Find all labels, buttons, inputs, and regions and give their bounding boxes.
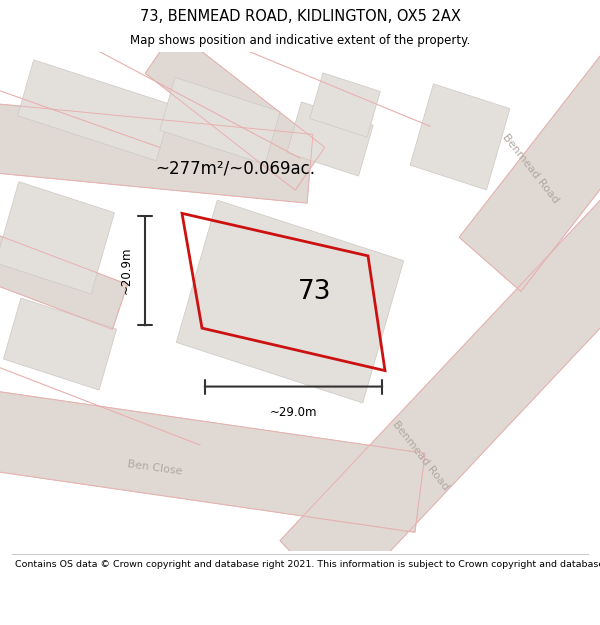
Polygon shape — [0, 231, 128, 329]
Polygon shape — [17, 60, 172, 161]
Polygon shape — [160, 78, 280, 164]
Polygon shape — [310, 73, 380, 137]
Polygon shape — [176, 200, 404, 403]
Text: Contains OS data © Crown copyright and database right 2021. This information is : Contains OS data © Crown copyright and d… — [15, 560, 600, 569]
Polygon shape — [0, 102, 313, 203]
Text: 73: 73 — [298, 279, 331, 305]
Text: Map shows position and indicative extent of the property.: Map shows position and indicative extent… — [130, 34, 470, 47]
Text: ~277m²/~0.069ac.: ~277m²/~0.069ac. — [155, 160, 315, 177]
Text: ~20.9m: ~20.9m — [120, 247, 133, 294]
Text: Benmead Road: Benmead Road — [500, 132, 560, 205]
Text: ~29.0m: ~29.0m — [270, 406, 317, 419]
Polygon shape — [280, 190, 600, 604]
Polygon shape — [410, 84, 510, 190]
Polygon shape — [0, 182, 115, 294]
Polygon shape — [459, 0, 600, 291]
Polygon shape — [0, 389, 425, 532]
Text: Benmead Road: Benmead Road — [390, 419, 450, 492]
Polygon shape — [287, 102, 373, 176]
Text: 73, BENMEAD ROAD, KIDLINGTON, OX5 2AX: 73, BENMEAD ROAD, KIDLINGTON, OX5 2AX — [140, 9, 460, 24]
Polygon shape — [4, 298, 116, 390]
Polygon shape — [145, 31, 325, 190]
Text: Ben Close: Ben Close — [127, 459, 183, 477]
